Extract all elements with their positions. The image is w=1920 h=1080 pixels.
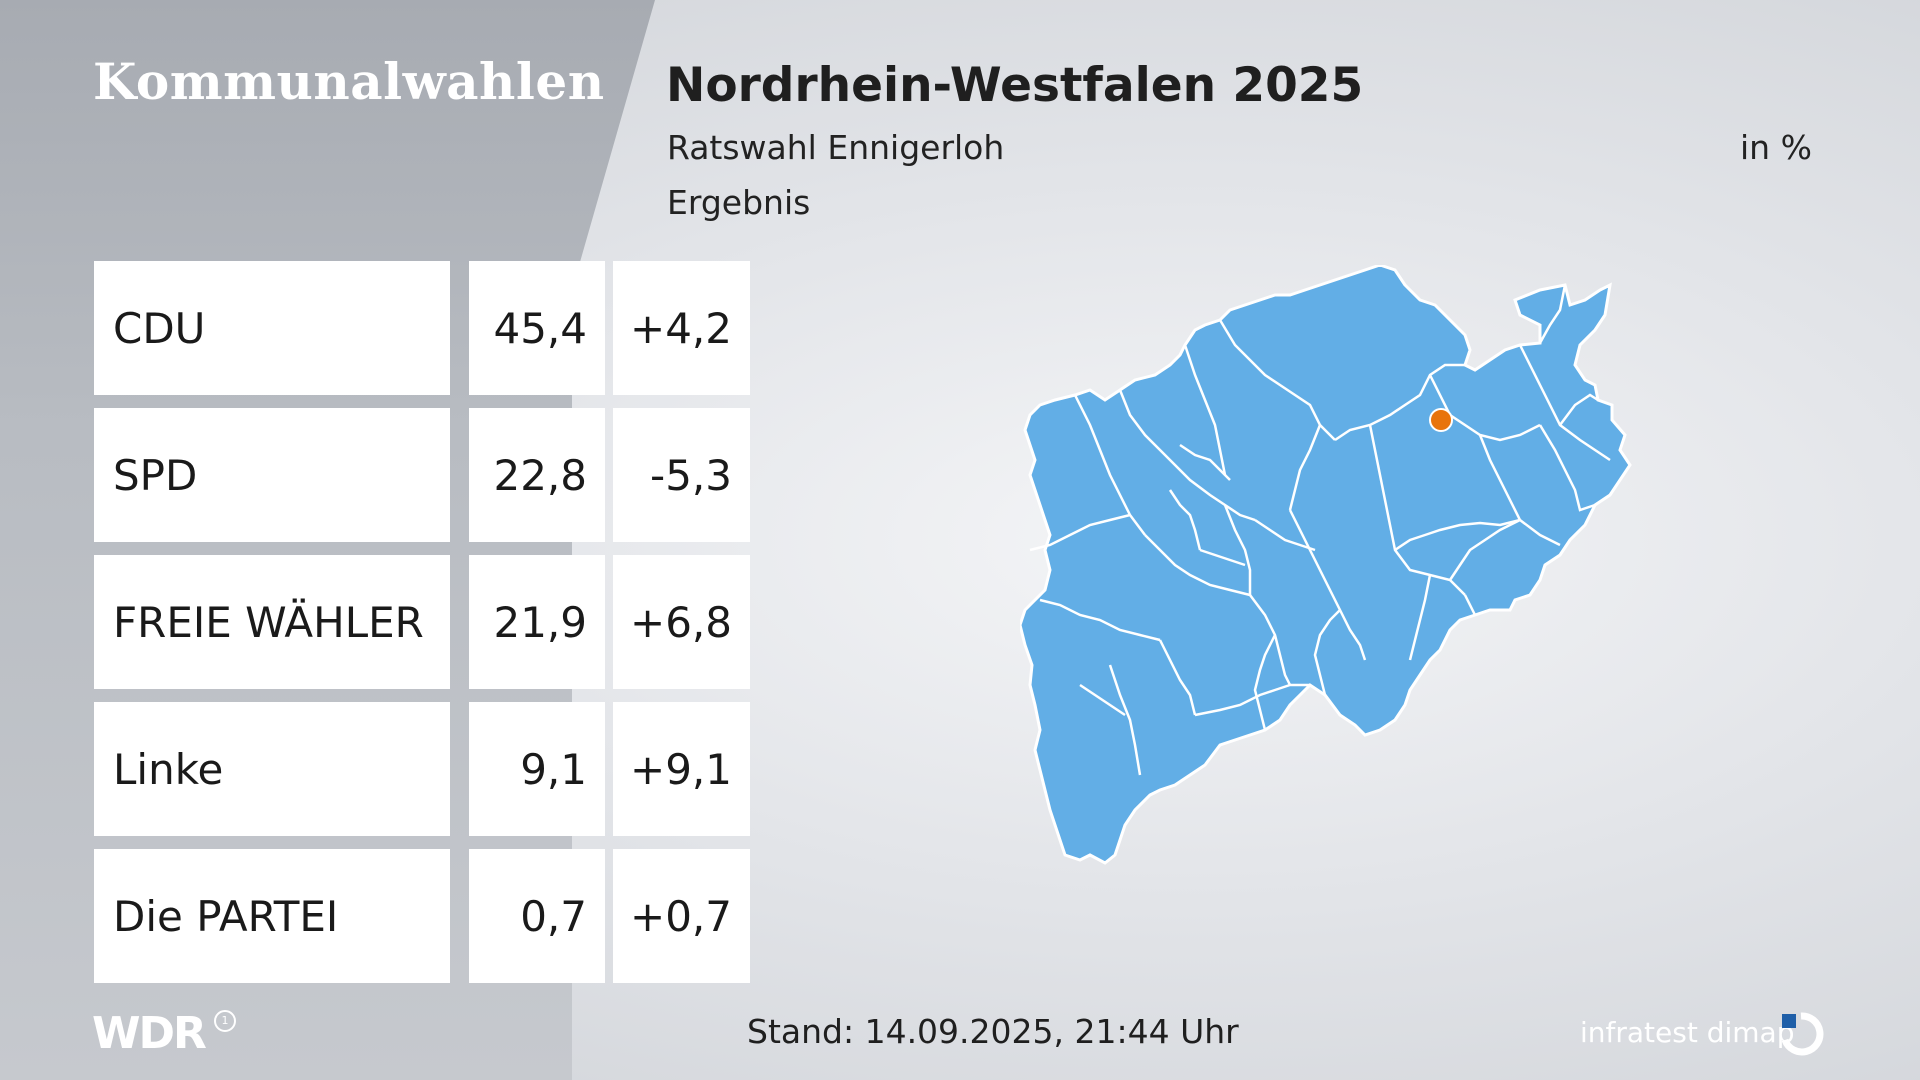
district-border [1158, 639, 1197, 716]
district-border [1249, 594, 1292, 686]
district-border [1288, 509, 1367, 661]
district-border [1183, 344, 1227, 476]
party-share: 21,9 [469, 555, 605, 689]
district-border [1478, 434, 1561, 547]
party-change: +9,1 [613, 702, 750, 836]
district-border [1538, 284, 1567, 344]
party-name: SPD [94, 408, 450, 542]
district-border [1144, 534, 1251, 597]
district-border [1254, 518, 1316, 552]
party-share: 45,4 [469, 261, 605, 395]
district-border [1168, 489, 1202, 551]
ard-logo-icon: 1 [214, 1010, 236, 1032]
nrw-district-map [1020, 265, 1632, 865]
pollster-label: infratest dimap [1580, 1016, 1795, 1049]
party-change: -5,3 [613, 408, 750, 542]
wdr-logo: WDR [92, 1008, 207, 1059]
district-border [1518, 344, 1611, 462]
party-change: +0,7 [613, 849, 750, 983]
district-border [1408, 574, 1432, 661]
district-border [1029, 513, 1131, 552]
district-border [1039, 598, 1161, 642]
district-border [1313, 609, 1341, 696]
party-share: 9,1 [469, 702, 605, 836]
party-name: Die PARTEI [94, 849, 450, 983]
nrw-outline [1020, 265, 1632, 865]
district-border [1179, 443, 1231, 481]
party-change: +4,2 [613, 261, 750, 395]
district-border [1334, 363, 1465, 442]
district-border [1448, 518, 1521, 581]
result-label: Ergebnis [667, 183, 811, 222]
infratest-logo-icon [1781, 1012, 1824, 1056]
district-border [1559, 393, 1599, 426]
district-border [1199, 548, 1246, 567]
district-border [1368, 424, 1466, 596]
ennigerloh-location-marker [1429, 408, 1453, 432]
district-border [1538, 424, 1596, 512]
page-subtitle: Ratswahl Ennigerloh [667, 128, 1005, 167]
party-name: Linke [94, 702, 450, 836]
unit-label: in % [1740, 128, 1812, 167]
district-border [1079, 683, 1126, 717]
brand-title: Kommunalwahlen [93, 52, 605, 111]
district-border [1428, 374, 1541, 442]
district-border [1253, 634, 1277, 731]
district-border [1223, 504, 1252, 595]
party-share: 0,7 [469, 849, 605, 983]
district-border [1108, 664, 1142, 776]
party-name: CDU [94, 261, 450, 395]
party-share: 22,8 [469, 408, 605, 542]
district-border [1118, 389, 1256, 522]
district-border [1394, 518, 1521, 552]
party-change: +6,8 [613, 555, 750, 689]
district-border [1288, 424, 1322, 511]
district-border [1463, 594, 1477, 616]
timestamp: Stand: 14.09.2025, 21:44 Uhr [747, 1012, 1239, 1051]
district-border [1218, 319, 1336, 441]
page-title: Nordrhein-Westfalen 2025 [666, 58, 1364, 113]
party-name: FREIE WÄHLER [94, 555, 450, 689]
